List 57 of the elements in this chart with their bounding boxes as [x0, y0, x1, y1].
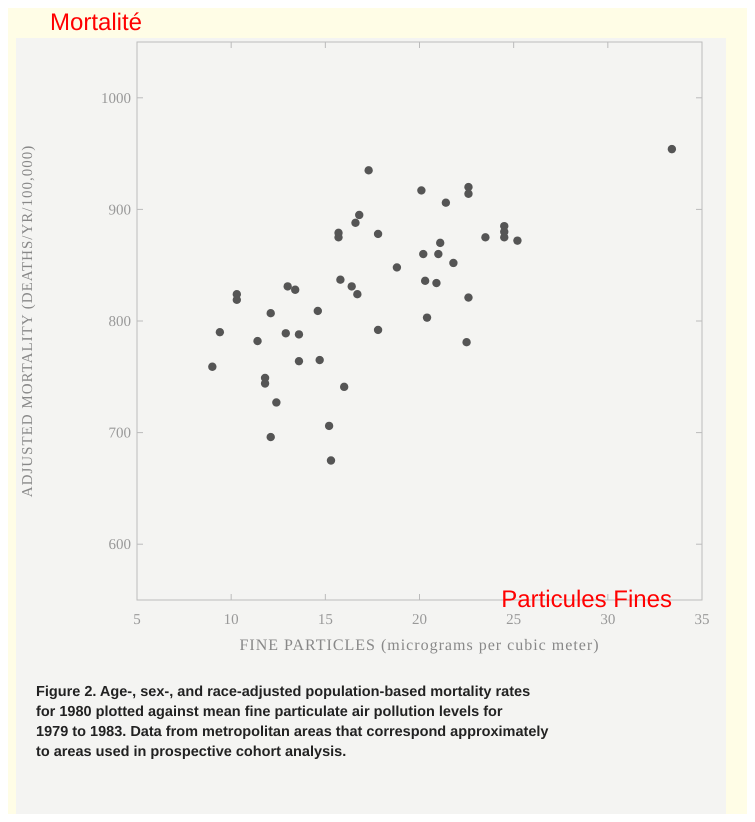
point [291, 286, 300, 294]
point [462, 338, 471, 346]
point [351, 218, 360, 227]
point [364, 166, 373, 175]
point [442, 198, 450, 207]
point [420, 276, 430, 286]
point [436, 238, 444, 248]
point [355, 210, 364, 220]
point [340, 382, 348, 392]
annotation: Particules Fines [501, 586, 672, 613]
point [422, 313, 432, 322]
point [326, 456, 336, 465]
point [434, 250, 443, 258]
x-tick-label: 30 [600, 612, 616, 628]
caption: Figure 2. Age-, sex-, and race-adjusted population-based mortality rates for 1980 plotted against mean fine particulate air pollution levels for 1979 to 1983. Data from metropolitan areas that correspond approximately to areas used in prospective cohort analysis. [36, 684, 548, 760]
point [668, 144, 676, 154]
point [419, 250, 428, 258]
point [315, 356, 324, 364]
y-tick-label: 1000 [101, 90, 131, 107]
x-tick-label: 35 [694, 612, 710, 628]
point [294, 356, 304, 366]
x-tick-label: 15 [318, 612, 333, 628]
y-tick-label: 800 [108, 314, 131, 330]
point [464, 190, 473, 198]
x-tick-label: 5 [133, 612, 141, 628]
point [283, 282, 292, 291]
point [216, 328, 224, 336]
y-tick-label: 900 [108, 202, 131, 218]
point [272, 398, 281, 407]
point [481, 233, 490, 242]
point [374, 326, 382, 334]
point [208, 362, 217, 371]
point [294, 330, 304, 339]
point [449, 258, 458, 268]
point [282, 329, 290, 338]
point [324, 422, 334, 430]
y-tick-label: 700 [108, 426, 131, 442]
point [353, 290, 362, 298]
point [266, 432, 275, 442]
point [392, 263, 402, 272]
y-axis-title: ADJUSTED MORTALITY (DEATHS/YR/100,000) [20, 144, 36, 498]
point [417, 186, 426, 195]
x-tick-label: 20 [412, 612, 427, 628]
point [464, 293, 473, 302]
point [253, 336, 262, 346]
point [513, 236, 522, 245]
point [266, 308, 275, 318]
x-tick-label: 10 [224, 612, 239, 628]
point [432, 278, 441, 288]
chart-title: Mortalité [50, 9, 142, 36]
y-tick-label: 600 [108, 537, 131, 554]
point [314, 306, 322, 316]
x-tick-label: 25 [506, 612, 522, 628]
point [348, 282, 356, 291]
point [374, 230, 382, 238]
point [336, 276, 345, 284]
x-axis-title: FINE PARTICLES (micrograms per cubic meter) [239, 637, 600, 654]
